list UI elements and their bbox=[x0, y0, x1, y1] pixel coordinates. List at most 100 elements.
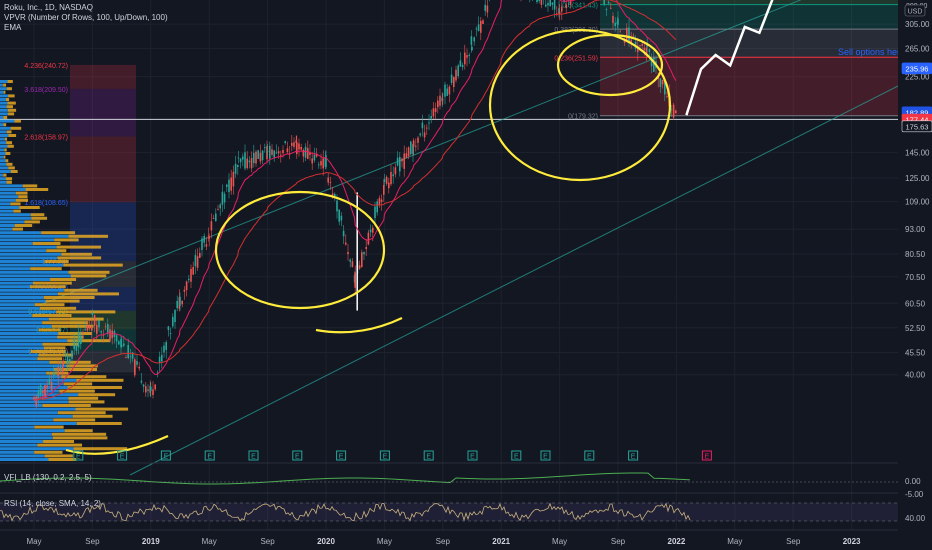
candle-body bbox=[75, 345, 78, 351]
candle-body bbox=[286, 148, 289, 153]
vpvr-row-down bbox=[39, 306, 77, 310]
candle-body bbox=[361, 252, 363, 267]
candle-body bbox=[223, 193, 226, 203]
vpvr-row-up bbox=[0, 209, 14, 213]
vpvr-row-down bbox=[24, 220, 40, 224]
candle-body bbox=[468, 54, 470, 56]
vpvr-row-down bbox=[29, 285, 66, 289]
vpvr-row-down bbox=[54, 238, 79, 242]
vpvr-row-up bbox=[0, 432, 52, 436]
candle-body bbox=[439, 95, 441, 106]
candle-body bbox=[142, 384, 145, 387]
vpvr-row-down bbox=[43, 346, 66, 350]
annotation-circles bbox=[65, 28, 672, 455]
vpvr-row-down bbox=[6, 180, 12, 184]
vpvr-row-down bbox=[48, 458, 77, 461]
candle-body bbox=[280, 154, 282, 156]
vpvr-row-up bbox=[0, 177, 6, 181]
vpvr-row-up bbox=[0, 357, 38, 361]
vpvr-row-up bbox=[0, 332, 59, 335]
vpvr-row-up bbox=[0, 407, 76, 411]
candle-body bbox=[385, 176, 388, 184]
price-tick-label: 93.00 bbox=[905, 225, 926, 234]
time-tick-label: May bbox=[552, 537, 567, 546]
vpvr-row-down bbox=[43, 296, 95, 299]
candle-body bbox=[264, 147, 266, 149]
vfi-legend[interactable]: VFI_LB (130, 0.2, 2.5, 5) bbox=[4, 473, 92, 482]
vpvr-row-down bbox=[30, 350, 66, 353]
vpvr-row-down bbox=[3, 83, 7, 87]
symbol-title[interactable]: Roku, Inc., 1D, NASDAQ bbox=[4, 3, 93, 12]
time-tick-label: May bbox=[26, 537, 41, 546]
vpvr-row-down bbox=[5, 152, 11, 155]
candle-body bbox=[123, 343, 125, 346]
earnings-marker-label: E bbox=[295, 454, 300, 461]
candle-body bbox=[291, 142, 293, 146]
vpvr-row-down bbox=[4, 137, 8, 141]
candle-body bbox=[430, 116, 432, 119]
time-tick-label: Sep bbox=[436, 537, 451, 546]
candle-body bbox=[551, 2, 554, 5]
candle-body bbox=[325, 155, 327, 168]
candle-body bbox=[659, 78, 662, 87]
candle-body bbox=[329, 182, 332, 184]
vpvr-row-down bbox=[19, 206, 40, 209]
candle-body bbox=[628, 27, 630, 43]
vpvr-row-up bbox=[0, 418, 54, 422]
vpvr-row-up bbox=[0, 310, 56, 314]
candle-body bbox=[273, 150, 275, 158]
vpvr-row-up bbox=[0, 170, 11, 173]
vpvr-row-down bbox=[6, 141, 13, 145]
rsi-line bbox=[0, 502, 691, 522]
vpvr-row-up bbox=[0, 191, 16, 195]
candle-body bbox=[91, 312, 94, 316]
candle-body bbox=[374, 206, 376, 219]
vpvr-row-down bbox=[44, 454, 73, 458]
vfi-line bbox=[0, 472, 691, 485]
vpvr-row-up bbox=[0, 404, 43, 407]
candle-body bbox=[471, 47, 473, 51]
vpvr-row-up bbox=[0, 188, 26, 191]
candle-body bbox=[448, 86, 451, 95]
vpvr-row-down bbox=[12, 227, 23, 231]
candle-body bbox=[536, 0, 538, 3]
candle-body bbox=[230, 177, 232, 191]
earnings-marker-label: E bbox=[164, 454, 169, 461]
vpvr-row-up bbox=[0, 335, 58, 339]
candle-body bbox=[619, 31, 621, 33]
ema-legend[interactable]: EMA bbox=[4, 23, 22, 32]
marker-ellipse bbox=[214, 190, 386, 310]
vpvr-row-up bbox=[0, 213, 31, 217]
candle-body bbox=[196, 256, 199, 268]
vpvr-row-down bbox=[15, 198, 29, 202]
candle-body bbox=[466, 55, 468, 58]
vpvr-row-up bbox=[0, 116, 4, 119]
candle-body bbox=[269, 145, 271, 159]
vpvr-row-up bbox=[0, 458, 49, 461]
fib-level-label: 1.618(108.65) bbox=[24, 200, 68, 207]
vpvr-row-up bbox=[0, 440, 44, 443]
candle-body bbox=[623, 39, 626, 43]
vpvr-row-down bbox=[67, 386, 123, 389]
candle-body bbox=[639, 45, 641, 47]
vpvr-row-down bbox=[32, 242, 61, 245]
candle-body bbox=[295, 140, 297, 143]
candle-body bbox=[675, 110, 677, 114]
candle-body bbox=[277, 151, 280, 154]
vpvr-row-down bbox=[44, 260, 69, 263]
vpvr-legend[interactable]: VPVR (Number Of Rows, 100, Up/Down, 100) bbox=[4, 13, 168, 22]
time-tick-label: May bbox=[202, 537, 217, 546]
vpvr-row-up bbox=[0, 371, 47, 375]
vpvr-row-up bbox=[0, 198, 16, 202]
price-tick-label: 40.00 bbox=[905, 371, 926, 380]
vpvr-row-up bbox=[0, 94, 9, 98]
candle-body bbox=[545, 4, 547, 7]
candle-body bbox=[338, 209, 340, 222]
vpvr-row-down bbox=[8, 166, 15, 170]
vpvr-row-up bbox=[0, 231, 42, 235]
rsi-legend[interactable]: RSI (14, close, SMA, 14, 2) bbox=[4, 499, 101, 508]
vpvr-row-up bbox=[0, 234, 69, 238]
candle-body bbox=[405, 153, 408, 159]
projection-path bbox=[685, 0, 774, 116]
